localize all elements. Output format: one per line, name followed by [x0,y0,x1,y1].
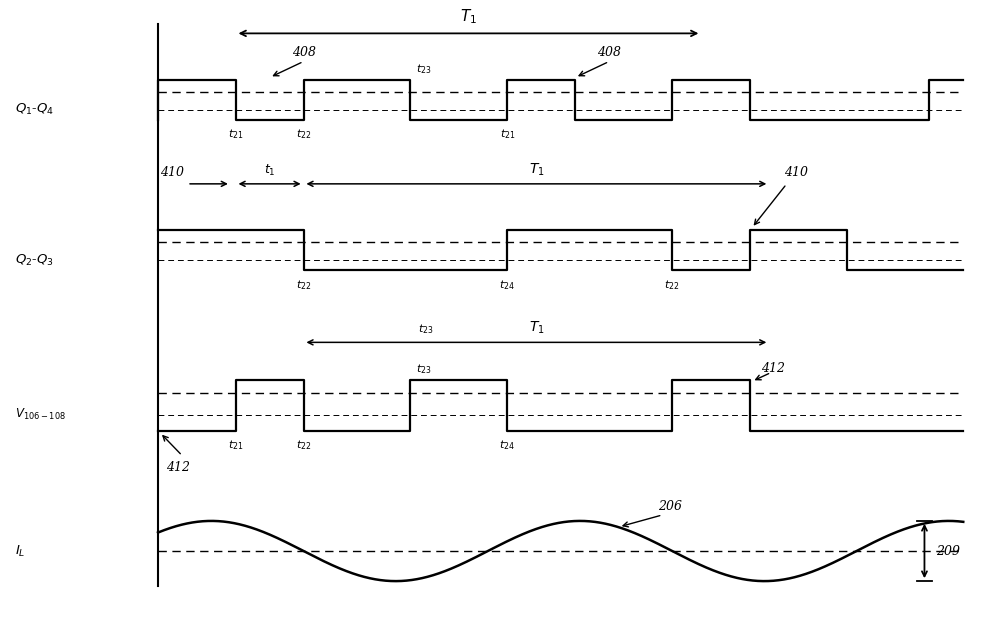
Text: $T_1$: $T_1$ [529,162,544,178]
Text: $t_1$: $t_1$ [264,163,275,178]
Text: 410: 410 [784,166,808,179]
Text: $T_1$: $T_1$ [460,7,477,27]
Text: $t_{22}$: $t_{22}$ [296,128,311,142]
Text: $t_{21}$: $t_{21}$ [500,128,515,142]
Text: $V_{106-108}$: $V_{106-108}$ [15,407,66,422]
Text: 410: 410 [160,166,184,179]
Text: 206: 206 [658,500,682,513]
Text: 412: 412 [166,461,190,474]
Text: $t_{21}$: $t_{21}$ [228,128,243,142]
Text: $Q_2$-$Q_3$: $Q_2$-$Q_3$ [15,253,54,267]
Text: $t_{22}$: $t_{22}$ [296,278,311,292]
Text: $t_{23}$: $t_{23}$ [416,363,432,376]
Text: $t_{22}$: $t_{22}$ [664,278,680,292]
Text: $t_{23}$: $t_{23}$ [416,62,432,76]
Text: 412: 412 [761,363,785,376]
Text: 408: 408 [597,46,621,59]
Text: $T_1$: $T_1$ [529,320,544,336]
Text: $t_{22}$: $t_{22}$ [296,439,311,452]
Text: $I_L$: $I_L$ [15,543,26,558]
Text: $Q_1$-$Q_4$: $Q_1$-$Q_4$ [15,102,54,117]
Text: $t_{21}$: $t_{21}$ [228,439,243,452]
Text: $t_{23}$: $t_{23}$ [418,322,434,336]
Text: $t_{24}$: $t_{24}$ [499,278,515,292]
Text: $t_{24}$: $t_{24}$ [499,439,515,452]
Text: 408: 408 [292,46,316,59]
Text: 209: 209 [936,545,960,558]
